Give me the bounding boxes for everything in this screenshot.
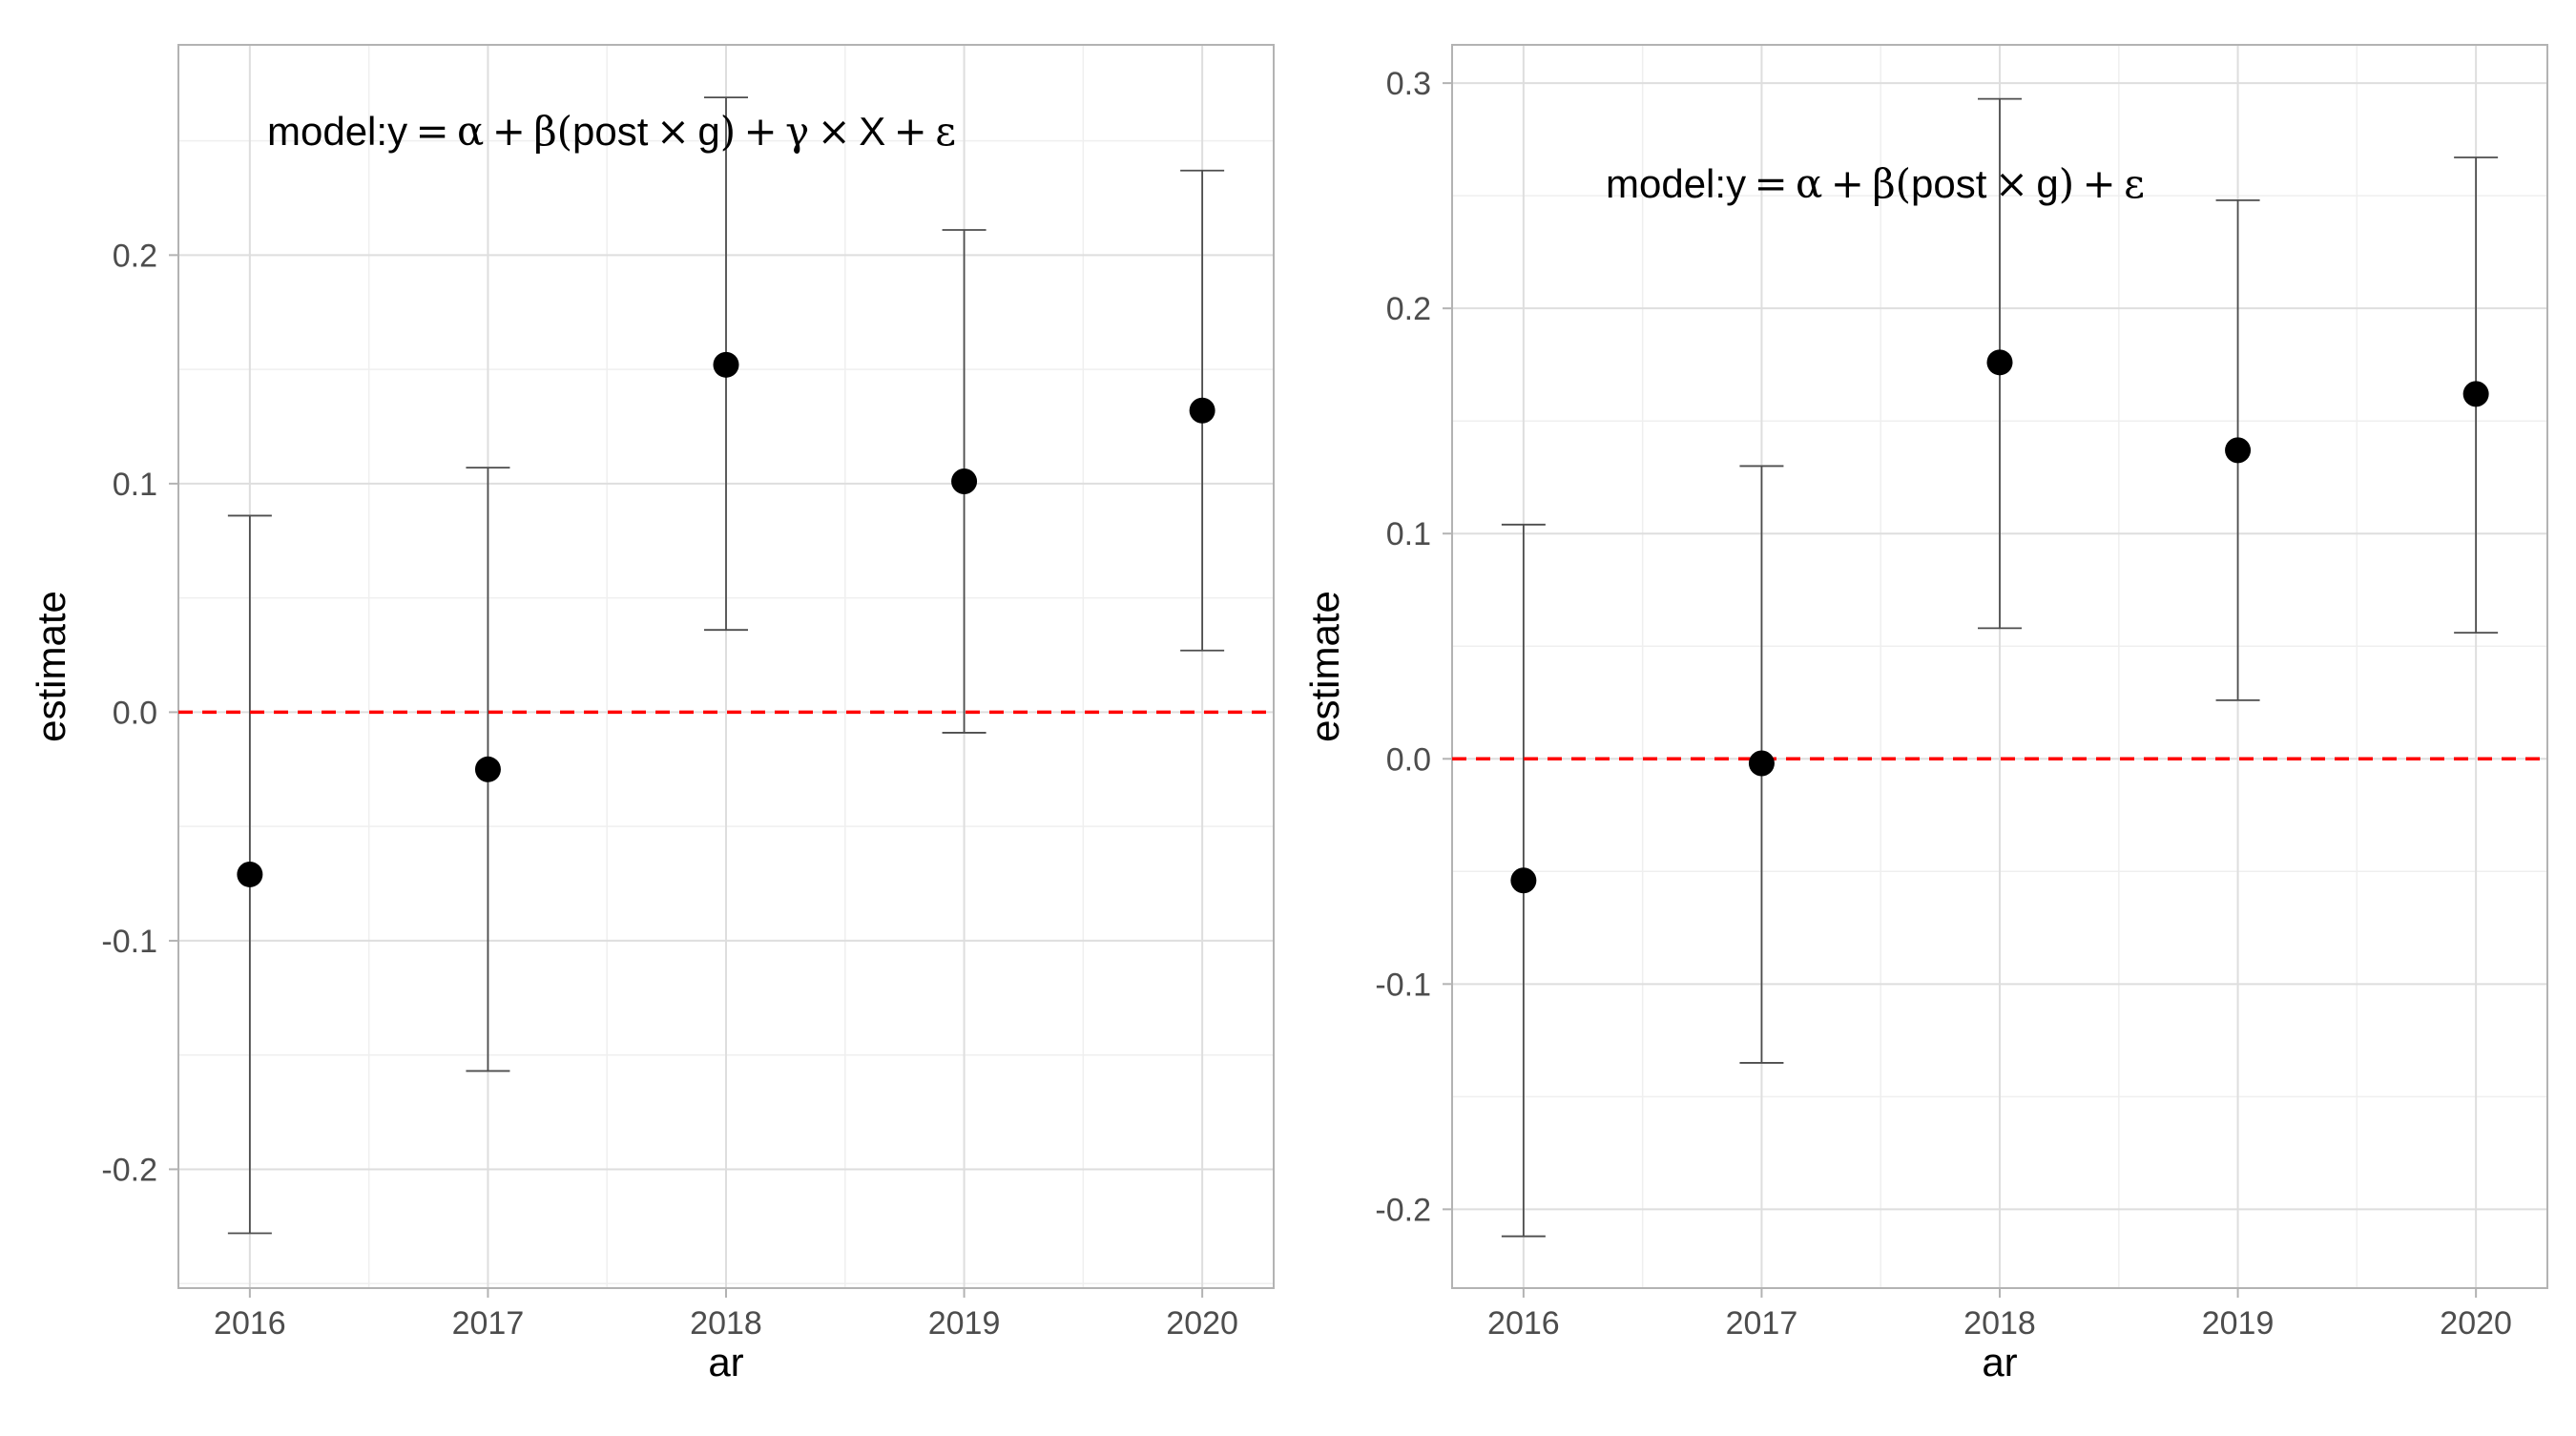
point-2016 bbox=[237, 861, 263, 887]
x-tick-label: 2020 bbox=[1166, 1305, 1238, 1342]
model-annotation-token: + bbox=[2074, 160, 2124, 207]
y-axis-title: estimate bbox=[29, 591, 73, 742]
model-annotation-prefix: model: bbox=[1606, 161, 1726, 206]
model-annotation-token: ε bbox=[935, 108, 956, 155]
model-annotation-token: ( bbox=[1896, 160, 1911, 207]
x-tick-label: 2016 bbox=[214, 1305, 286, 1342]
point-2020 bbox=[2462, 381, 2489, 407]
model-annotation-token: + bbox=[1822, 160, 1872, 207]
x-axis-title: ar bbox=[1982, 1340, 2017, 1384]
model-annotation-token: × bbox=[809, 108, 859, 155]
model-annotation-token: post bbox=[572, 109, 649, 154]
y-tick-label: 0.1 bbox=[1386, 516, 1431, 552]
y-tick-label: 0.2 bbox=[113, 238, 157, 274]
point-2019 bbox=[951, 468, 978, 494]
model-annotation-token: × bbox=[1986, 160, 2036, 207]
model-annotation-token: + bbox=[484, 108, 533, 155]
x-tick-label: 2018 bbox=[1963, 1305, 2036, 1342]
y-tick-label: 0.3 bbox=[1386, 66, 1431, 102]
x-tick-label: 2017 bbox=[1726, 1305, 1798, 1342]
model-annotation-token: β bbox=[533, 108, 556, 155]
point-2017 bbox=[474, 756, 501, 782]
model-annotation-token: = bbox=[1746, 160, 1796, 207]
point-2018 bbox=[713, 351, 739, 378]
model-annotation-token: α bbox=[1796, 160, 1822, 207]
x-tick-label: 2019 bbox=[2202, 1305, 2275, 1342]
x-tick-label: 2020 bbox=[2440, 1305, 2512, 1342]
point-2018 bbox=[1986, 349, 2013, 376]
model-annotation-token: ) bbox=[720, 108, 736, 155]
model-annotation-prefix: model: bbox=[267, 109, 387, 154]
model-annotation-token: ε bbox=[2124, 160, 2145, 207]
model-annotation-token: ) bbox=[2059, 160, 2074, 207]
model-annotation-token: g bbox=[697, 109, 719, 154]
y-axis-title: estimate bbox=[1302, 591, 1347, 742]
chart-panel-2: -0.2 -0.1 0.0 0.1 0.2 0.3 2016 2017 2018 2019 2020… bbox=[1302, 44, 2548, 1384]
chart-panel-1: -0.2 -0.1 0.0 0.1 0.2 2016 2017 2018 2019 2020 ar e… bbox=[29, 44, 1275, 1384]
y-tick-label: -0.2 bbox=[101, 1152, 157, 1188]
y-tick-label: -0.1 bbox=[1375, 967, 1431, 1003]
x-axis-title: ar bbox=[708, 1340, 743, 1384]
point-2019 bbox=[2225, 437, 2252, 464]
y-tick-label: 0.0 bbox=[113, 695, 157, 731]
model-annotation-token: y bbox=[387, 109, 407, 154]
model-annotation-token: = bbox=[407, 108, 457, 155]
model-annotation-token: g bbox=[2036, 161, 2058, 206]
model-annotation-token: ( bbox=[557, 108, 572, 155]
point-2017 bbox=[1748, 750, 1775, 777]
model-annotation: model:y = α + β(post × g) + γ × X + ε bbox=[267, 108, 956, 155]
point-2020 bbox=[1189, 397, 1215, 424]
model-annotation-token: + bbox=[736, 108, 785, 155]
x-tick-label: 2018 bbox=[690, 1305, 762, 1342]
x-tick-label: 2016 bbox=[1487, 1305, 1560, 1342]
model-annotation-token: γ bbox=[785, 108, 809, 155]
y-tick-label: -0.2 bbox=[1375, 1192, 1431, 1228]
y-tick-label: -0.1 bbox=[101, 924, 157, 960]
point-2016 bbox=[1510, 867, 1537, 894]
model-annotation-token: × bbox=[648, 108, 697, 155]
model-annotation-token: y bbox=[1726, 161, 1746, 206]
model-annotation-token: β bbox=[1872, 160, 1895, 207]
y-tick-label: 0.0 bbox=[1386, 741, 1431, 778]
x-tick-label: 2017 bbox=[452, 1305, 525, 1342]
model-annotation-token: X bbox=[859, 109, 885, 154]
model-annotation-token: post bbox=[1911, 161, 1987, 206]
model-annotation-token: + bbox=[885, 108, 935, 155]
y-tick-label: 0.2 bbox=[1386, 291, 1431, 327]
x-tick-label: 2019 bbox=[928, 1305, 1001, 1342]
model-annotation-token: α bbox=[457, 108, 484, 155]
y-tick-label: 0.1 bbox=[113, 467, 157, 503]
model-annotation: model:y = α + β(post × g) + ε bbox=[1606, 160, 2145, 207]
